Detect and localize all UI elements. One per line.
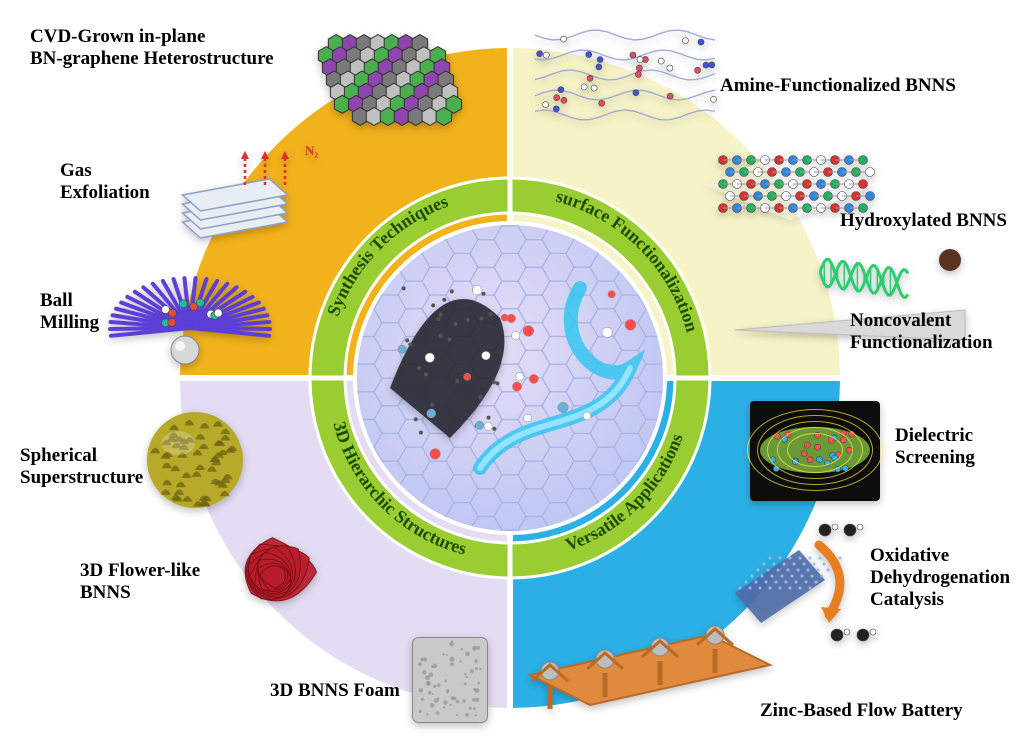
item-label: Hydroxylated BNNS [840,210,1007,232]
item-label: Dielectric Screening [895,425,975,469]
item-label: CVD-Grown in-plane BN-graphene Heterostr… [30,26,274,70]
item-label: Ball Milling [40,290,99,334]
icon-foam_cube [413,638,488,723]
diagram-svg: surface FunctionalizationVersatile Appli… [0,0,1035,743]
item-label: Gas Exfoliation [60,160,150,204]
bnns-infographic: { "layout":{ "width":1035,"height":743, … [0,0,1035,743]
item-label: 3D Flower-like BNNS [80,560,200,604]
icon-field_disc [748,401,883,501]
item-label: Zinc-Based Flow Battery [760,700,963,722]
icon-hex_sheet [318,35,461,126]
item-label: Noncovalent Functionalization [850,310,993,354]
item-label: Amine-Functionalized BNNS [720,75,956,97]
item-label: Oxidative Dehydrogenation Catalysis [870,545,1010,611]
icon-scale_sphere [147,412,243,508]
svg-text:N₂: N₂ [305,143,318,158]
item-label: 3D BNNS Foam [270,680,400,702]
item-label: Spherical Superstructure [20,445,143,489]
